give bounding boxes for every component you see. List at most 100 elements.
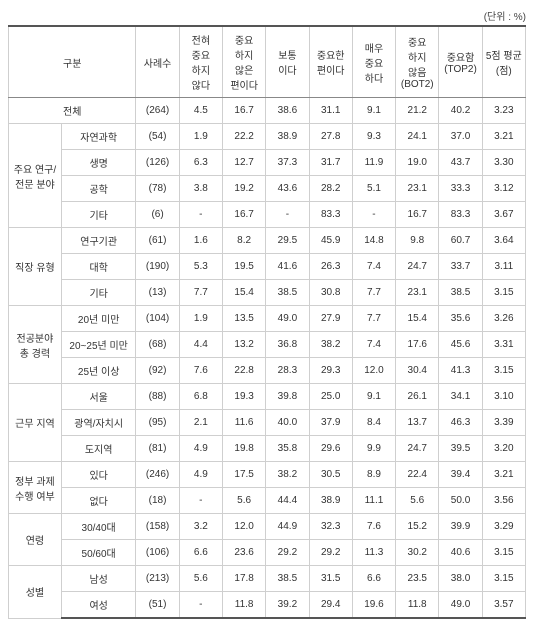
cell-value: 29.2: [266, 540, 309, 566]
cell-value: 60.7: [439, 228, 482, 254]
cell-value: 3.11: [482, 254, 525, 280]
cell-value: 3.10: [482, 384, 525, 410]
cell-value: 38.2: [266, 462, 309, 488]
cell-value: 22.2: [222, 124, 265, 150]
cell-value: 7.7: [179, 280, 222, 306]
cell-value: -: [179, 202, 222, 228]
cell-value: 19.6: [352, 592, 395, 619]
cell-value: 7.4: [352, 254, 395, 280]
cell-value: 4.5: [179, 98, 222, 124]
cell-value: 38.0: [439, 566, 482, 592]
cell-value: 3.64: [482, 228, 525, 254]
cell-n: (78): [136, 176, 179, 202]
cell-value: 41.3: [439, 358, 482, 384]
cell-value: 13.7: [396, 410, 439, 436]
group-label: 근무 지역: [9, 384, 62, 462]
hdr-n: 사례수: [136, 26, 179, 98]
row-label: 있다: [61, 462, 136, 488]
cell-value: 45.6: [439, 332, 482, 358]
row-label: 대학: [61, 254, 136, 280]
cell-value: 29.6: [309, 436, 352, 462]
cell-value: 23.5: [396, 566, 439, 592]
cell-value: 3.20: [482, 436, 525, 462]
cell-value: 2.1: [179, 410, 222, 436]
cell-n: (158): [136, 514, 179, 540]
hdr-c3: 보통 이다: [266, 26, 309, 98]
table-row: 50/60대(106)6.623.629.229.211.330.240.63.…: [9, 540, 526, 566]
row-label: 남성: [61, 566, 136, 592]
table-row: 연령30/40대(158)3.212.044.932.37.615.239.93…: [9, 514, 526, 540]
cell-value: 39.8: [266, 384, 309, 410]
cell-value: 30.8: [309, 280, 352, 306]
cell-value: 29.3: [309, 358, 352, 384]
cell-value: -: [179, 592, 222, 619]
cell-value: 11.9: [352, 150, 395, 176]
cell-value: 15.2: [396, 514, 439, 540]
row-label: 20년 미만: [61, 306, 136, 332]
cell-value: 33.7: [439, 254, 482, 280]
row-label: 기타: [61, 280, 136, 306]
cell-value: -: [266, 202, 309, 228]
table-body: 전체(264)4.516.738.631.19.121.240.23.23주요 …: [9, 98, 526, 619]
hdr-bot2: 중요 하지 않음 (BOT2): [396, 26, 439, 98]
table-row: 기타(6)-16.7-83.3-16.783.33.67: [9, 202, 526, 228]
table-row: 대학(190)5.319.541.626.37.424.733.73.11: [9, 254, 526, 280]
cell-value: 19.2: [222, 176, 265, 202]
cell-value: 3.39: [482, 410, 525, 436]
cell-value: 33.3: [439, 176, 482, 202]
cell-value: 1.9: [179, 306, 222, 332]
cell-value: 24.7: [396, 436, 439, 462]
cell-value: 3.30: [482, 150, 525, 176]
table-row: 광역/자치시(95)2.111.640.037.98.413.746.33.39: [9, 410, 526, 436]
cell-value: 17.8: [222, 566, 265, 592]
table-row: 생명(126)6.312.737.331.711.919.043.73.30: [9, 150, 526, 176]
cell-value: 15.4: [222, 280, 265, 306]
cell-value: 3.8: [179, 176, 222, 202]
cell-value: 43.7: [439, 150, 482, 176]
cell-value: 26.3: [309, 254, 352, 280]
table-row: 정부 과제 수행 여부있다(246)4.917.538.230.58.922.4…: [9, 462, 526, 488]
cell-value: 11.6: [222, 410, 265, 436]
cell-value: -: [179, 488, 222, 514]
cell-value: 26.1: [396, 384, 439, 410]
cell-n: (13): [136, 280, 179, 306]
cell-value: 50.0: [439, 488, 482, 514]
cell-value: 3.21: [482, 124, 525, 150]
unit-label: (단위 : %): [8, 8, 526, 23]
cell-value: 29.4: [309, 592, 352, 619]
row-label: 광역/자치시: [61, 410, 136, 436]
cell-n: (95): [136, 410, 179, 436]
cell-value: 37.0: [439, 124, 482, 150]
cell-value: 16.7: [222, 98, 265, 124]
cell-value: 38.2: [309, 332, 352, 358]
group-label: 전공분야 총 경력: [9, 306, 62, 384]
cell-value: 83.3: [309, 202, 352, 228]
cell-n: (54): [136, 124, 179, 150]
cell-value: 41.6: [266, 254, 309, 280]
cell-n: (104): [136, 306, 179, 332]
hdr-c1: 전혀 중요 하지 않다: [179, 26, 222, 98]
cell-value: 4.4: [179, 332, 222, 358]
cell-n: (126): [136, 150, 179, 176]
cell-value: 3.23: [482, 98, 525, 124]
cell-value: 39.2: [266, 592, 309, 619]
hdr-c5: 매우 중요 하다: [352, 26, 395, 98]
cell-value: 28.3: [266, 358, 309, 384]
table-header: 구분 사례수 전혀 중요 하지 않다 중요 하지 않은 편이다 보통 이다 중요…: [9, 26, 526, 98]
cell-value: 11.8: [222, 592, 265, 619]
table-row: 직장 유형연구기관(61)1.68.229.545.914.89.860.73.…: [9, 228, 526, 254]
table-row: 전공분야 총 경력20년 미만(104)1.913.549.027.97.715…: [9, 306, 526, 332]
cell-n: (213): [136, 566, 179, 592]
hdr-top2: 중요함 (TOP2): [439, 26, 482, 98]
cell-value: 8.4: [352, 410, 395, 436]
cell-value: 31.7: [309, 150, 352, 176]
cell-value: 37.3: [266, 150, 309, 176]
group-label: 직장 유형: [9, 228, 62, 306]
cell-value: 3.21: [482, 462, 525, 488]
cell-value: 15.4: [396, 306, 439, 332]
cell-value: 30.5: [309, 462, 352, 488]
cell-value: 14.8: [352, 228, 395, 254]
cell-value: 21.2: [396, 98, 439, 124]
cell-value: 6.6: [352, 566, 395, 592]
cell-value: 38.5: [439, 280, 482, 306]
